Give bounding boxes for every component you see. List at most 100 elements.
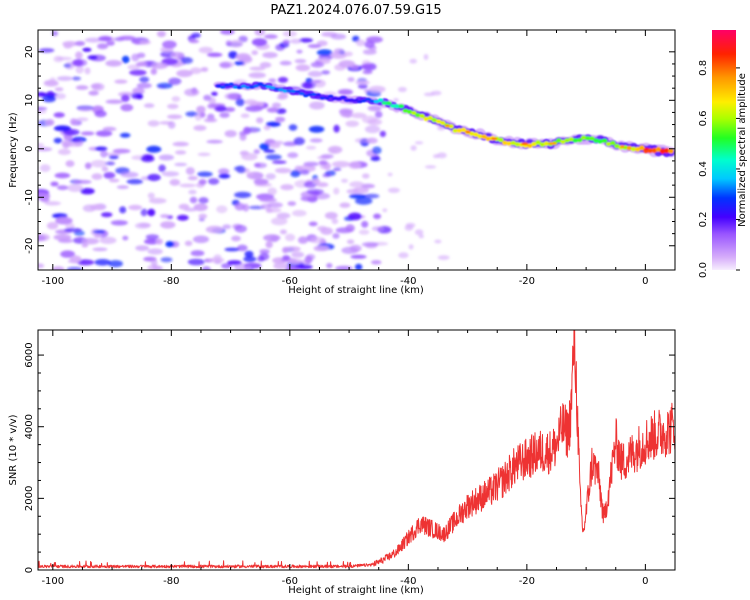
noise-blob (266, 107, 279, 113)
noise-blob (81, 243, 89, 248)
ridge-segment (232, 85, 239, 89)
noise-blob (158, 154, 175, 161)
noise-blob (371, 226, 384, 232)
noise-blob (40, 197, 50, 203)
x-tick-label: -20 (519, 276, 535, 287)
ridge-segment (514, 142, 521, 147)
noise-blob (414, 141, 424, 145)
noise-blob (38, 234, 46, 242)
noise-blob (225, 40, 232, 47)
noise-blob (292, 209, 307, 217)
noise-blob (71, 58, 88, 67)
noise-blob (252, 105, 262, 110)
ridge-segment (610, 140, 616, 146)
noise-blob (316, 182, 329, 188)
noise-blob (349, 181, 365, 188)
noise-blob (364, 125, 381, 134)
noise-blob (170, 51, 184, 58)
noise-blob (308, 125, 325, 133)
ridge-segment (589, 136, 595, 141)
noise-blob (108, 178, 120, 183)
noise-blob (191, 32, 201, 39)
noise-blob (160, 257, 173, 263)
noise-blob (243, 266, 252, 270)
noise-blob (250, 128, 258, 133)
noise-blob (75, 117, 89, 122)
noise-blob (120, 103, 134, 112)
noise-blob (299, 38, 313, 43)
noise-blob (211, 91, 218, 96)
noise-blob (387, 172, 393, 177)
noise-blob (246, 172, 254, 177)
noise-blob (430, 90, 442, 96)
noise-blob (203, 94, 212, 101)
noise-blob (236, 165, 246, 174)
noise-blob (290, 38, 302, 44)
noise-blob (350, 254, 367, 259)
noise-blob (253, 178, 269, 185)
ridge-core (548, 142, 557, 145)
ridge-segment (568, 137, 575, 142)
noise-blob (307, 70, 323, 77)
noise-blob (70, 118, 78, 126)
noise-blob (158, 164, 166, 173)
noise-blob (121, 55, 130, 64)
noise-blob (335, 265, 353, 270)
noise-blob (348, 212, 362, 221)
noise-blob (339, 202, 351, 208)
noise-blob (379, 130, 386, 138)
noise-blob (234, 202, 246, 211)
noise-blob (262, 52, 278, 59)
noise-blob (45, 119, 55, 126)
noise-blob (94, 110, 107, 118)
ridge-segment (498, 137, 504, 143)
y-tick-label: 4000 (24, 414, 35, 439)
snr-panel: -100 -80 -60 -40 -20 0 0 2000 4000 6000 Height o… (8, 329, 676, 596)
noise-blob (198, 46, 213, 54)
noise-blob (87, 55, 98, 60)
noise-blob (91, 173, 103, 180)
noise-blob (58, 238, 74, 243)
ridge-segment (220, 85, 226, 89)
noise-blob (94, 259, 111, 266)
ridge-segment (560, 139, 566, 144)
ridge-segment (298, 92, 305, 96)
noise-blob (139, 76, 150, 83)
noise-blob (148, 197, 167, 204)
noise-blob (110, 220, 128, 226)
noise-blob (202, 266, 211, 270)
noise-blob (256, 117, 264, 124)
noise-blob (244, 250, 254, 258)
noise-blob (145, 234, 159, 240)
noise-blob (259, 249, 270, 254)
noise-blob (105, 60, 123, 67)
noise-blob (150, 258, 158, 267)
ridge-segment (352, 98, 359, 102)
noise-blob (131, 93, 143, 99)
noise-blob (349, 193, 366, 199)
noise-blob (349, 244, 362, 252)
noise-blob (264, 34, 278, 39)
noise-blob (118, 91, 134, 97)
noise-blob (181, 57, 193, 64)
ridge-segment (249, 85, 255, 89)
ridge-segment (572, 138, 579, 143)
noise-blob (265, 241, 273, 249)
noise-blob (184, 88, 200, 97)
noise-blob (287, 201, 297, 207)
ridge-segment (319, 96, 326, 100)
noise-blob (131, 53, 140, 62)
noise-blob (219, 112, 230, 118)
noise-blob (101, 212, 113, 218)
x-tick-label: 0 (642, 276, 648, 287)
x-tick-label: 0 (642, 576, 648, 587)
ridge-segment (290, 89, 297, 93)
noise-blob (227, 260, 242, 265)
noise-blob (215, 105, 227, 112)
noise-blob (102, 126, 117, 132)
noise-blob (80, 131, 95, 136)
noise-blob (374, 111, 383, 118)
noise-blob (240, 113, 250, 118)
ridge-segment (448, 124, 454, 129)
noise-blob (316, 40, 328, 47)
